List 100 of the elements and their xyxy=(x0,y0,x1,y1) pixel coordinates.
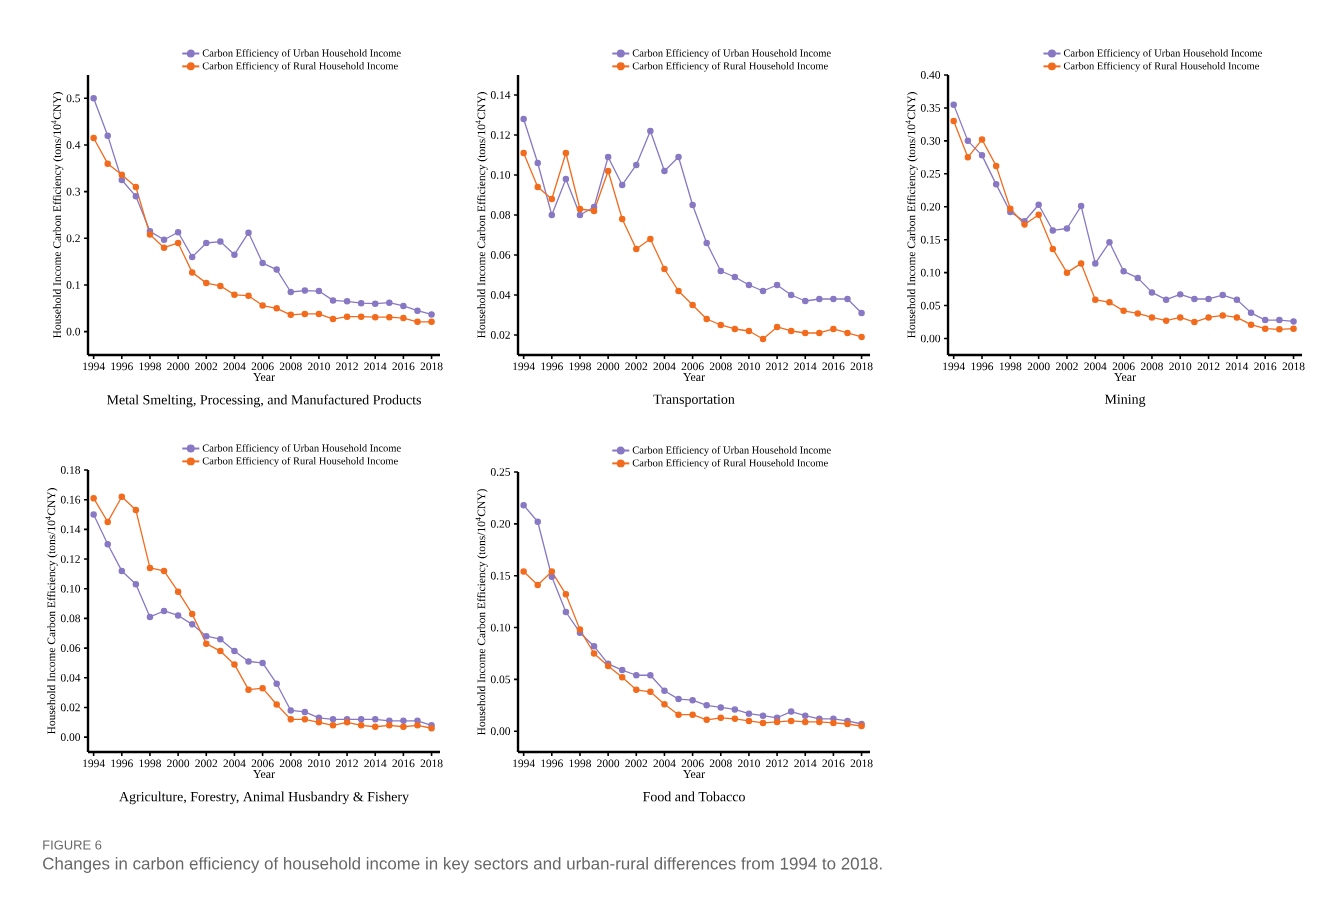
x-tick-label: 1996 xyxy=(541,362,563,371)
x-tick-label: 2002 xyxy=(625,759,648,768)
y-tick-label: 0.10 xyxy=(490,171,511,179)
y-tick-label: 0.12 xyxy=(60,555,80,563)
x-tick-label: 2014 xyxy=(794,362,817,371)
x-tick-label: 1994 xyxy=(943,362,965,371)
x-tick-label: 2012 xyxy=(336,362,358,371)
x-tick-label: 2016 xyxy=(1254,362,1277,371)
legend-label: Carbon Efficiency of Rural Household Income xyxy=(202,456,398,467)
y-axis-title: Household Income Carbon Efficiency (tons/10$^{4}$CNY) xyxy=(905,92,918,339)
x-tick-label: 2000 xyxy=(597,759,620,768)
legend-label: Carbon Efficiency of Rural Household Income xyxy=(1063,61,1259,72)
y-tick-label: 0.05 xyxy=(920,301,941,310)
legend-label: Carbon Efficiency of Urban Household Income xyxy=(1063,49,1262,59)
y-tick-label: 0.15 xyxy=(920,235,941,244)
y-axis-title: Household Income Carbon Efficiency (tons/10$^{4}$CNY) xyxy=(51,92,64,339)
x-tick-label: 2016 xyxy=(822,362,845,371)
y-tick-label: 0.18 xyxy=(60,466,81,474)
x-tick-label: 1996 xyxy=(111,362,133,371)
x-tick-label: 2008 xyxy=(279,362,302,371)
y-tick-label: 0.10 xyxy=(60,584,81,593)
y-tick-label: 0.2 xyxy=(66,234,80,243)
legend-label: Carbon Efficiency of Urban Household Income xyxy=(202,444,401,454)
x-tick-label: 1996 xyxy=(971,362,994,371)
y-tick-label: 0.1 xyxy=(66,281,80,289)
legend-label: Carbon Efficiency of Rural Household Income xyxy=(632,458,828,469)
x-tick-label: 2008 xyxy=(1140,362,1163,371)
text: Metal Smelting, Processing, and Manufactured Products xyxy=(106,394,421,408)
x-tick-label: 2004 xyxy=(653,362,676,371)
x-tick-label: 2016 xyxy=(822,759,845,768)
x-tick-label: 1998 xyxy=(569,362,591,371)
x-tick-label: 2012 xyxy=(766,362,788,371)
x-tick-label: 2010 xyxy=(307,759,330,768)
y-axis-title: Household Income Carbon Efficiency (tons/10$^{4}$CNY) xyxy=(475,489,488,736)
x-axis-title: Year xyxy=(683,770,705,779)
x-axis-title: Year xyxy=(1114,373,1136,381)
y-axis-title: Household Income Carbon Efficiency (tons/10$^{4}$CNY) xyxy=(475,92,488,339)
x-tick-label: 1998 xyxy=(569,759,591,768)
x-tick-label: 1996 xyxy=(541,759,563,768)
x-tick-label: 2018 xyxy=(1282,362,1305,371)
y-tick-label: 0.04 xyxy=(490,291,511,299)
y-tick-label: 0.06 xyxy=(490,251,511,259)
x-tick-label: 1994 xyxy=(83,362,105,371)
y-tick-label: 0.20 xyxy=(490,519,511,528)
y-tick-label: 0.10 xyxy=(920,268,941,277)
x-tick-label: 1998 xyxy=(999,362,1022,371)
x-tick-label: 2010 xyxy=(1169,362,1192,371)
legend-label: Carbon Efficiency of Urban Household Income xyxy=(632,49,831,59)
y-tick-label: 0.06 xyxy=(60,644,81,652)
x-tick-label: 1994 xyxy=(513,759,535,768)
x-tick-label: 2014 xyxy=(364,362,387,371)
x-tick-label: 2000 xyxy=(1027,362,1050,371)
legend-label: Carbon Efficiency of Rural Household Income xyxy=(632,61,828,72)
x-tick-label: 2002 xyxy=(195,362,218,371)
x-tick-label: 2010 xyxy=(737,759,760,768)
x-tick-label: 1994 xyxy=(513,362,535,371)
y-tick-label: 0.10 xyxy=(490,623,511,632)
x-tick-label: 2004 xyxy=(1084,362,1107,371)
x-tick-label: 2004 xyxy=(223,362,246,371)
y-tick-label: 0.35 xyxy=(920,104,941,112)
x-tick-label: 2014 xyxy=(794,759,817,768)
x-axis-title: Year xyxy=(253,373,275,381)
y-tick-label: 0.00 xyxy=(490,727,511,736)
x-tick-label: 1996 xyxy=(111,759,133,768)
y-tick-label: 0.14 xyxy=(490,91,511,99)
x-tick-label: 2016 xyxy=(392,759,415,768)
x-tick-label: 2016 xyxy=(392,362,415,371)
x-tick-label: 2006 xyxy=(1112,362,1135,371)
y-tick-label: 0.12 xyxy=(490,131,510,139)
x-tick-label: 2004 xyxy=(223,759,246,768)
y-tick-label: 0.3 xyxy=(66,187,81,196)
x-tick-label: 2014 xyxy=(1225,362,1249,371)
y-tick-label: 0.14 xyxy=(60,525,81,534)
x-tick-label: 1998 xyxy=(139,362,161,371)
y-tick-label: 0.16 xyxy=(60,495,81,504)
y-tick-label: 0.02 xyxy=(490,331,510,339)
x-tick-label: 2010 xyxy=(737,362,760,371)
x-axis-title: Year xyxy=(683,373,705,381)
x-tick-label: 2012 xyxy=(766,759,788,768)
y-tick-label: 0.08 xyxy=(60,614,81,623)
y-tick-label: 0.04 xyxy=(60,673,81,682)
x-tick-label: 2002 xyxy=(625,362,648,371)
y-tick-label: 0.05 xyxy=(490,675,511,684)
text: Mining xyxy=(1104,394,1146,407)
x-tick-label: 2008 xyxy=(279,759,302,768)
x-tick-label: 2000 xyxy=(167,759,190,768)
legend-label: Carbon Efficiency of Urban Household Income xyxy=(202,49,401,59)
x-tick-label: 2012 xyxy=(336,759,358,768)
x-tick-label: 2000 xyxy=(167,362,190,371)
y-tick-label: 0.08 xyxy=(490,211,511,219)
x-tick-label: 2006 xyxy=(681,362,704,371)
x-tick-label: 2004 xyxy=(653,759,676,768)
x-axis-title: Year xyxy=(253,770,275,779)
x-tick-label: 2002 xyxy=(1056,362,1078,371)
x-tick-label: 2010 xyxy=(307,362,330,371)
x-tick-label: 2006 xyxy=(251,759,274,768)
text: Agriculture, Forestry, Animal Husbandry & Fishery xyxy=(119,791,409,805)
text: Transportation xyxy=(653,394,735,407)
x-tick-label: 1994 xyxy=(83,759,105,768)
y-tick-label: 0.25 xyxy=(920,169,941,178)
